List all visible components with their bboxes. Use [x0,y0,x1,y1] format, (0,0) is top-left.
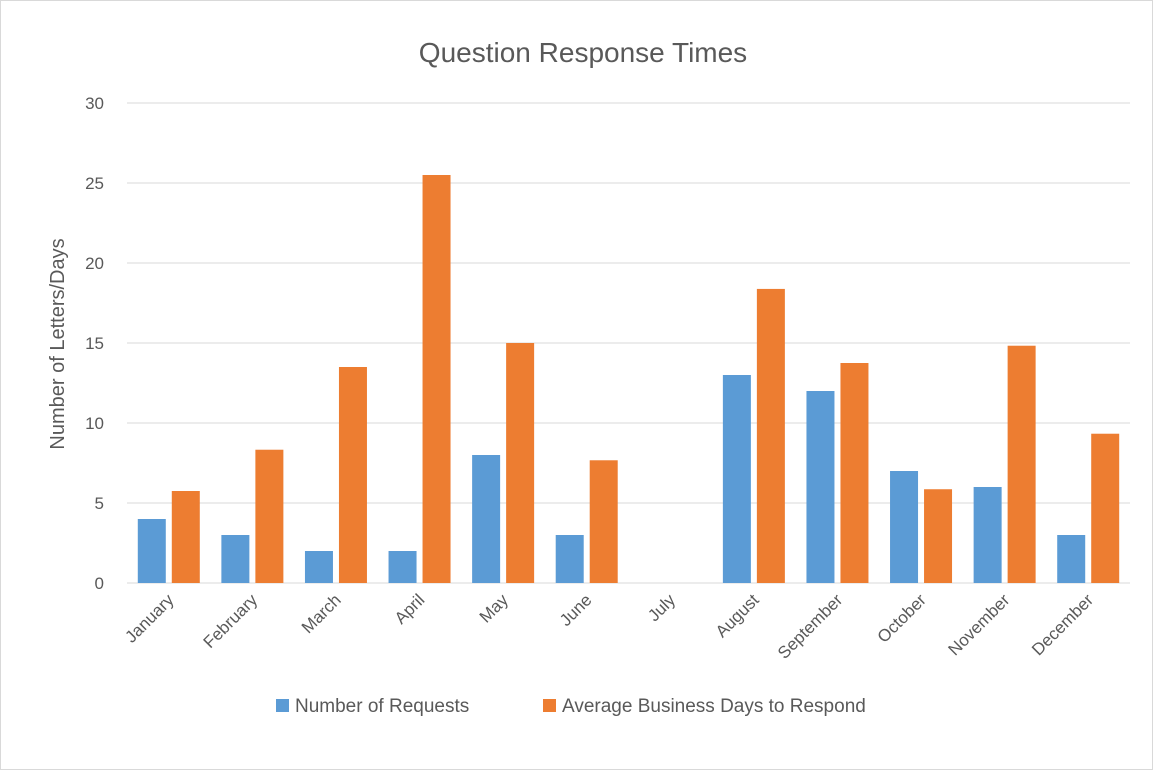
y-axis-label: Number of Letters/Days [47,238,69,449]
bar-average-business-days-to-respond-august [756,288,785,583]
x-tick-label: November [945,590,1014,659]
bar-average-business-days-to-respond-october [924,489,953,583]
bar-average-business-days-to-respond-february [255,449,284,583]
y-tick-label: 10 [85,414,104,433]
bar-number-of-requests-february [221,535,250,583]
bar-number-of-requests-january [137,519,166,583]
bar-average-business-days-to-respond-january [171,491,200,583]
bar-number-of-requests-august [722,375,751,583]
x-tick-label: June [556,590,596,630]
y-tick-label: 30 [85,94,104,113]
bar-number-of-requests-november [973,487,1002,583]
legend-label: Average Business Days to Respond [562,696,866,717]
bar-average-business-days-to-respond-november [1007,345,1036,583]
bar-number-of-requests-april [388,551,417,583]
bar-number-of-requests-october [890,471,919,583]
x-axis-ticks: January February March April May June July Augu… [121,590,1097,663]
bar-average-business-days-to-respond-april [422,175,451,583]
x-tick-label: August [712,590,763,641]
x-tick-label: April [391,590,428,627]
x-tick-label: May [476,590,512,626]
legend-swatch [276,699,289,712]
x-tick-label: July [644,590,679,625]
bar-average-business-days-to-respond-september [840,363,869,583]
legend-swatch [543,699,556,712]
gridlines [127,102,1130,584]
chart-title: Question Response Times [419,37,747,68]
bar-number-of-requests-june [555,535,584,583]
x-tick-label: December [1028,590,1097,659]
y-tick-label: 20 [85,254,104,273]
x-tick-label: February [200,590,262,652]
bar-average-business-days-to-respond-march [338,367,367,583]
legend: Number of Requests Average Business Days … [276,696,866,717]
x-tick-label: January [121,590,178,647]
bar-number-of-requests-may [472,455,501,583]
x-tick-label: March [298,590,345,637]
y-tick-label: 15 [85,334,104,353]
bars [137,175,1120,583]
y-axis-ticks: 0 5 10 15 20 25 30 [85,94,104,593]
y-tick-label: 5 [95,494,104,513]
bar-number-of-requests-december [1057,535,1086,583]
bar-average-business-days-to-respond-june [589,460,618,583]
bar-number-of-requests-march [304,551,333,583]
bar-number-of-requests-september [806,391,835,583]
y-tick-label: 0 [95,574,104,593]
legend-label: Number of Requests [295,696,469,717]
y-tick-label: 25 [85,174,104,193]
bar-average-business-days-to-respond-december [1091,433,1120,583]
bar-average-business-days-to-respond-may [506,343,535,583]
x-tick-label: October [874,590,930,646]
x-tick-label: September [774,590,846,662]
